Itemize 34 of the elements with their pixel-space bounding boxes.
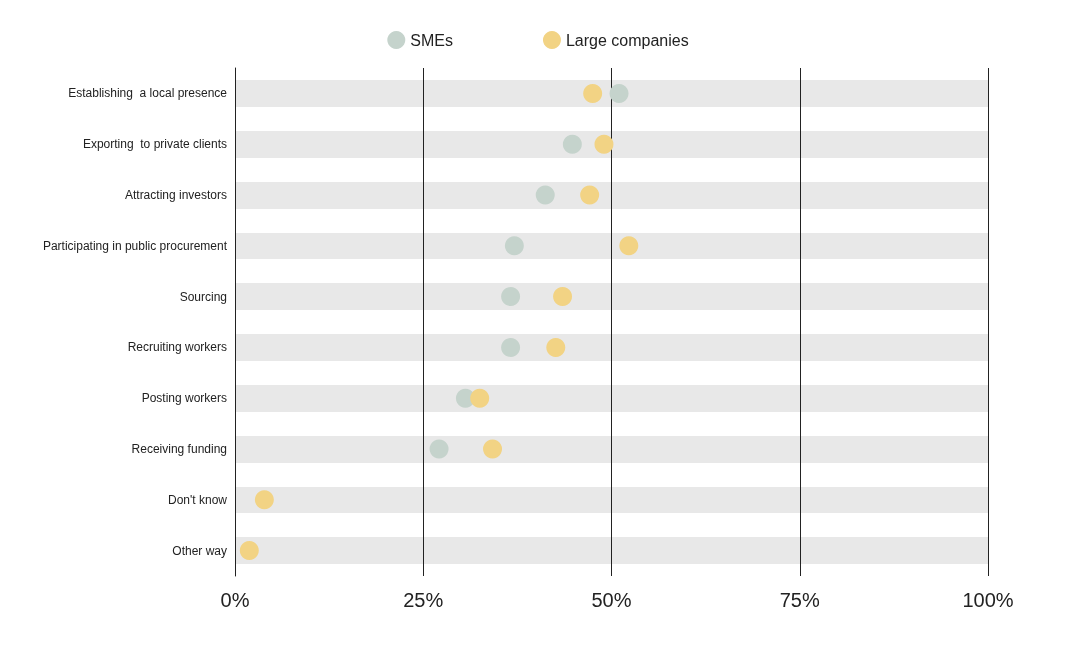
y-tick-label: Participating in public procurement [42, 238, 228, 253]
y-tick-label: Posting workers [141, 391, 227, 406]
point [535, 185, 555, 205]
y-tick-label: Sourcing [179, 289, 227, 304]
point [583, 83, 603, 103]
point [429, 439, 449, 459]
point [501, 287, 521, 307]
x-tick-label: 25% [403, 589, 444, 611]
point [619, 236, 639, 256]
point [609, 83, 629, 103]
point [562, 134, 582, 154]
point [546, 337, 566, 357]
x-tick-label: 50% [591, 589, 632, 611]
point [501, 337, 521, 357]
point [239, 541, 259, 561]
point [504, 236, 524, 256]
legend-label: SMEs [410, 31, 453, 49]
point [483, 439, 503, 459]
point [470, 388, 490, 408]
y-tick-label: Receiving funding [131, 442, 227, 456]
x-tick-label: 0% [220, 589, 250, 611]
legend-label: Large companies [565, 31, 689, 49]
point [254, 490, 274, 510]
point [580, 185, 600, 205]
y-tick-label: Establishing a local presence [68, 86, 228, 101]
point [553, 287, 573, 307]
x-tick-label: 100% [962, 589, 1014, 611]
y-tick-label: Other way [172, 543, 227, 558]
y-tick-label: Recruiting workers [127, 340, 227, 355]
y-tick-label: Attracting investors [124, 188, 227, 202]
y-tick-label: Exporting to private clients [82, 137, 227, 152]
x-tick-label: 75% [779, 589, 820, 611]
point [594, 134, 614, 154]
y-tick-label: Don't know [168, 492, 228, 507]
